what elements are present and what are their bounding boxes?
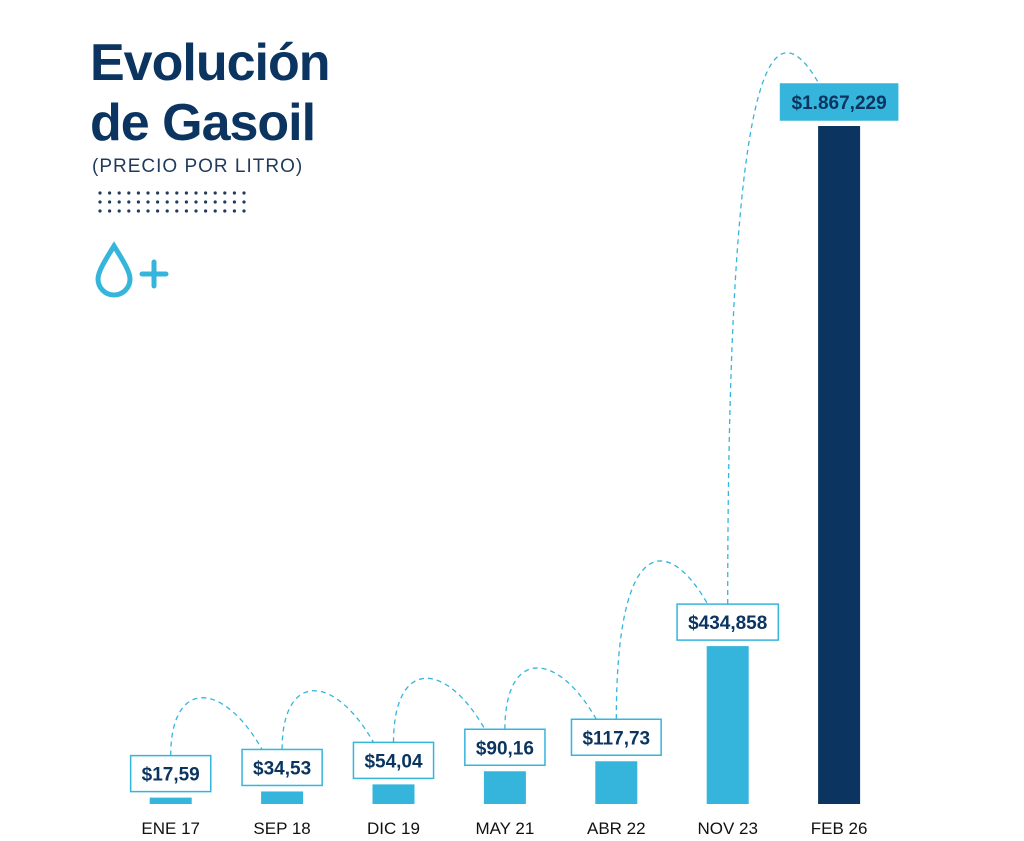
- dot: [156, 209, 160, 213]
- dot: [136, 200, 140, 204]
- x-tick-label: ENE 17: [141, 819, 200, 838]
- dot: [108, 200, 112, 204]
- value-label: $434,858: [688, 613, 767, 634]
- chart-title: Evolución: [90, 34, 329, 92]
- dot: [117, 209, 121, 213]
- dot: [223, 200, 227, 204]
- dot: [204, 191, 208, 195]
- dot-pattern: [98, 191, 246, 213]
- dot: [117, 200, 121, 204]
- dot: [204, 200, 208, 204]
- bar: [595, 761, 638, 804]
- value-label: $117,73: [582, 728, 650, 749]
- dot: [242, 209, 246, 213]
- dot: [194, 209, 198, 213]
- dot: [165, 209, 169, 213]
- dot: [175, 191, 179, 195]
- dot: [184, 209, 188, 213]
- dot: [156, 191, 160, 195]
- dot: [194, 191, 198, 195]
- value-label: $34,53: [253, 758, 311, 779]
- dot: [146, 200, 150, 204]
- dot: [232, 209, 236, 213]
- value-label: $17,59: [142, 765, 200, 786]
- dot: [136, 209, 140, 213]
- connectors: [170, 52, 820, 756]
- dot: [146, 209, 150, 213]
- dot: [98, 191, 102, 195]
- value-label: $1.867,229: [792, 93, 887, 114]
- dot: [184, 200, 188, 204]
- value-label-box: [676, 603, 780, 641]
- dot: [194, 200, 198, 204]
- value-label-box: [352, 741, 435, 780]
- bar: [261, 791, 304, 804]
- dot: [175, 209, 179, 213]
- dot: [213, 200, 217, 204]
- dot: [242, 200, 246, 204]
- dot: [175, 200, 179, 204]
- connector: [504, 667, 597, 730]
- dot: [232, 191, 236, 195]
- dot: [223, 209, 227, 213]
- connector: [281, 690, 375, 750]
- value-label: $54,04: [364, 751, 423, 772]
- bar: [149, 797, 192, 804]
- dot: [136, 191, 140, 195]
- chart-title: de Gasoil: [90, 94, 315, 152]
- bar: [372, 784, 415, 804]
- x-tick-label: FEB 26: [811, 819, 868, 838]
- chart-subtitle: (PRECIO POR LITRO): [92, 156, 303, 177]
- x-tick-label: MAY 21: [475, 819, 534, 838]
- dot: [146, 191, 150, 195]
- dot: [127, 200, 131, 204]
- connector: [727, 52, 820, 605]
- bar: [818, 126, 861, 804]
- dot: [127, 209, 131, 213]
- connector: [170, 697, 263, 756]
- icon: [95, 241, 169, 298]
- value-label: $90,16: [476, 738, 534, 759]
- dot: [223, 191, 227, 195]
- value-label-box: [241, 748, 323, 787]
- x-tick-label: ABR 22: [587, 819, 646, 838]
- dot: [108, 191, 112, 195]
- value-label-box: [129, 754, 212, 793]
- dot: [127, 191, 131, 195]
- dot: [98, 209, 102, 213]
- x-tick-label: SEP 18: [253, 819, 310, 838]
- bar: [483, 771, 526, 804]
- x-tick-label: NOV 23: [697, 819, 757, 838]
- dot: [165, 200, 169, 204]
- dot: [213, 209, 217, 213]
- value-label-box: [779, 83, 899, 121]
- dot: [204, 209, 208, 213]
- dot: [213, 191, 217, 195]
- dot: [117, 191, 121, 195]
- dot: [242, 191, 246, 195]
- dot: [108, 209, 112, 213]
- dot: [184, 191, 188, 195]
- dot: [165, 191, 169, 195]
- value-label-box: [570, 718, 662, 757]
- dot: [98, 200, 102, 204]
- dot: [232, 200, 236, 204]
- value-label-box: [464, 728, 546, 767]
- dot: [156, 200, 160, 204]
- x-tick-label: DIC 19: [367, 819, 420, 838]
- bar: [706, 646, 749, 804]
